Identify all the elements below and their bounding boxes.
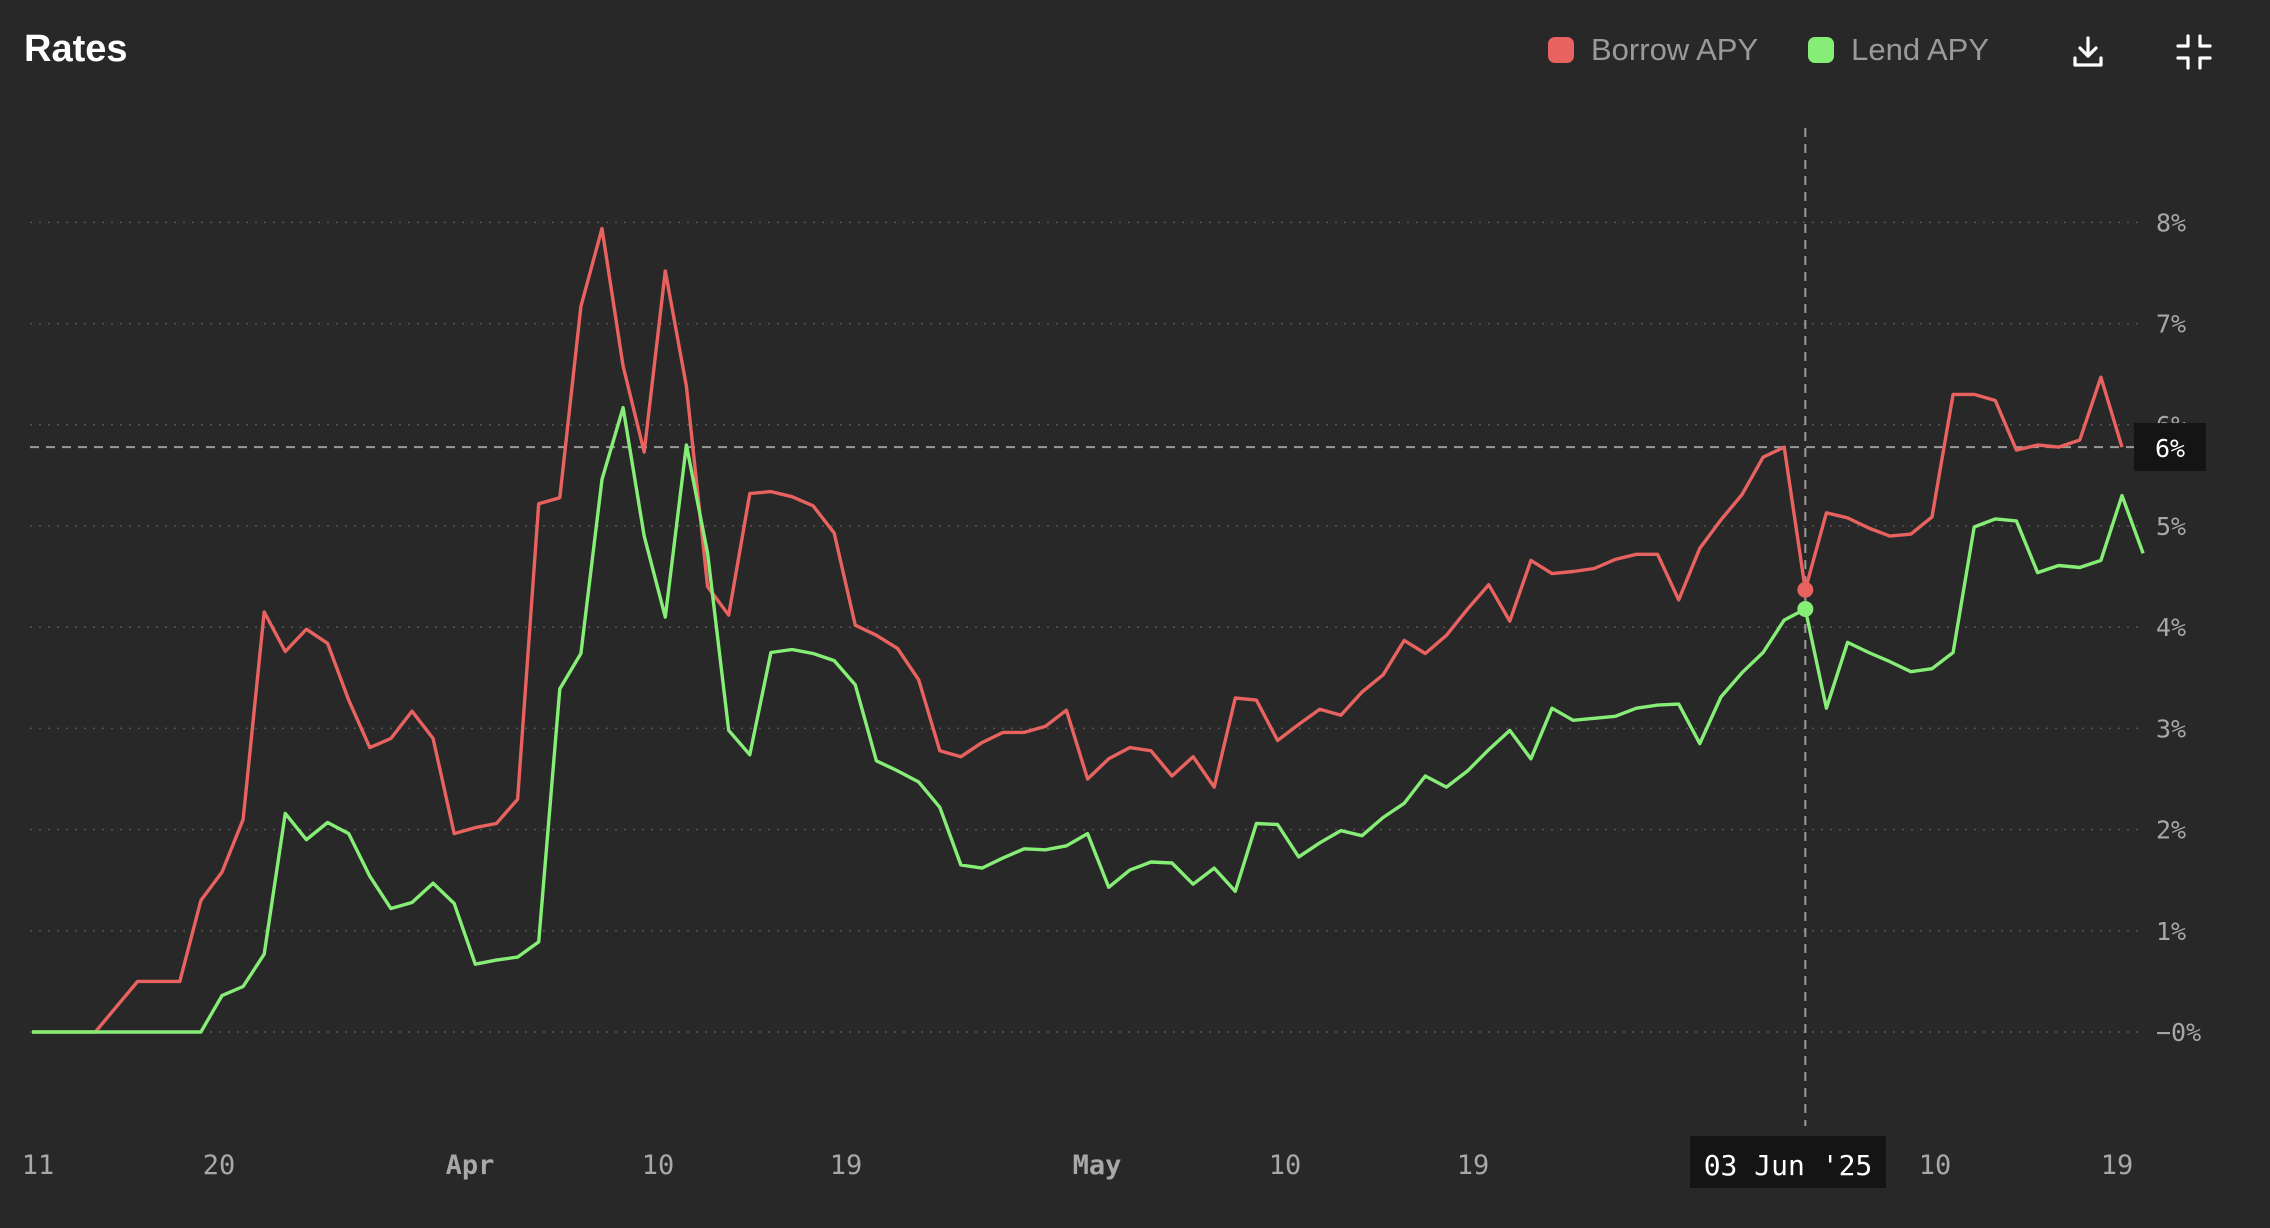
x-tick-label: 19	[1457, 1150, 1490, 1181]
x-tick-label: 19	[2101, 1150, 2134, 1181]
x-axis-ticks: 11 20 Apr 10 19 May 10 19 10 19	[22, 1150, 2134, 1181]
legend: Borrow APY Lend APY	[1548, 32, 2039, 68]
y-tick-label: 3%	[2156, 714, 2186, 743]
lend-apy-line	[32, 405, 2145, 1034]
x-tick-label: 19	[830, 1150, 863, 1181]
legend-label-borrow: Borrow APY	[1591, 32, 1759, 67]
y-tick-label: 2%	[2156, 816, 2186, 845]
borrow-apy-line	[32, 226, 2124, 1034]
y-tick-label: 4%	[2156, 613, 2186, 642]
x-tick-label: 11	[22, 1150, 55, 1181]
legend-swatch-borrow	[1548, 37, 1574, 63]
y-tick-label: 1%	[2156, 917, 2186, 946]
y-crosshair-label: 6%	[2155, 434, 2185, 463]
x-tick-label: 20	[203, 1150, 236, 1181]
legend-swatch-lend	[1808, 37, 1835, 63]
crosshair	[30, 128, 2134, 1126]
x-crosshair-label: 03 Jun '25	[1704, 1149, 1873, 1182]
legend-label-lend: Lend APY	[1851, 32, 1990, 67]
crosshair-badges: 6% 03 Jun '25	[1690, 423, 2206, 1188]
lend-crosshair-point	[1797, 600, 1814, 617]
chart-title: Rates	[24, 28, 128, 70]
y-tick-label: 8%	[2156, 208, 2186, 237]
download-icon[interactable]	[2068, 32, 2108, 72]
y-tick-label: 5%	[2156, 512, 2186, 541]
x-tick-label: 10	[1919, 1150, 1952, 1181]
y-tick-label: 7%	[2156, 310, 2186, 339]
grid-lines	[30, 221, 2140, 1033]
crosshair-markers	[1797, 581, 1814, 617]
x-tick-label: May	[1073, 1150, 1122, 1181]
minimize-icon[interactable]	[2174, 32, 2214, 72]
y-axis-ticks: 8% 7% 6% 5% 4% 3% 2% 1% −0%	[2156, 208, 2201, 1047]
x-tick-label: Apr	[446, 1150, 495, 1181]
legend-item-lend[interactable]: Lend APY	[1808, 32, 1989, 68]
legend-item-borrow[interactable]: Borrow APY	[1548, 32, 1758, 68]
y-crosshair-badge	[2134, 423, 2206, 472]
x-tick-label: 10	[642, 1150, 675, 1181]
x-tick-label: 10	[1269, 1150, 1302, 1181]
y-tick-label: −0%	[2156, 1018, 2201, 1047]
borrow-crosshair-point	[1797, 581, 1814, 598]
series-lines	[32, 226, 2145, 1034]
x-crosshair-badge	[1690, 1136, 1886, 1188]
